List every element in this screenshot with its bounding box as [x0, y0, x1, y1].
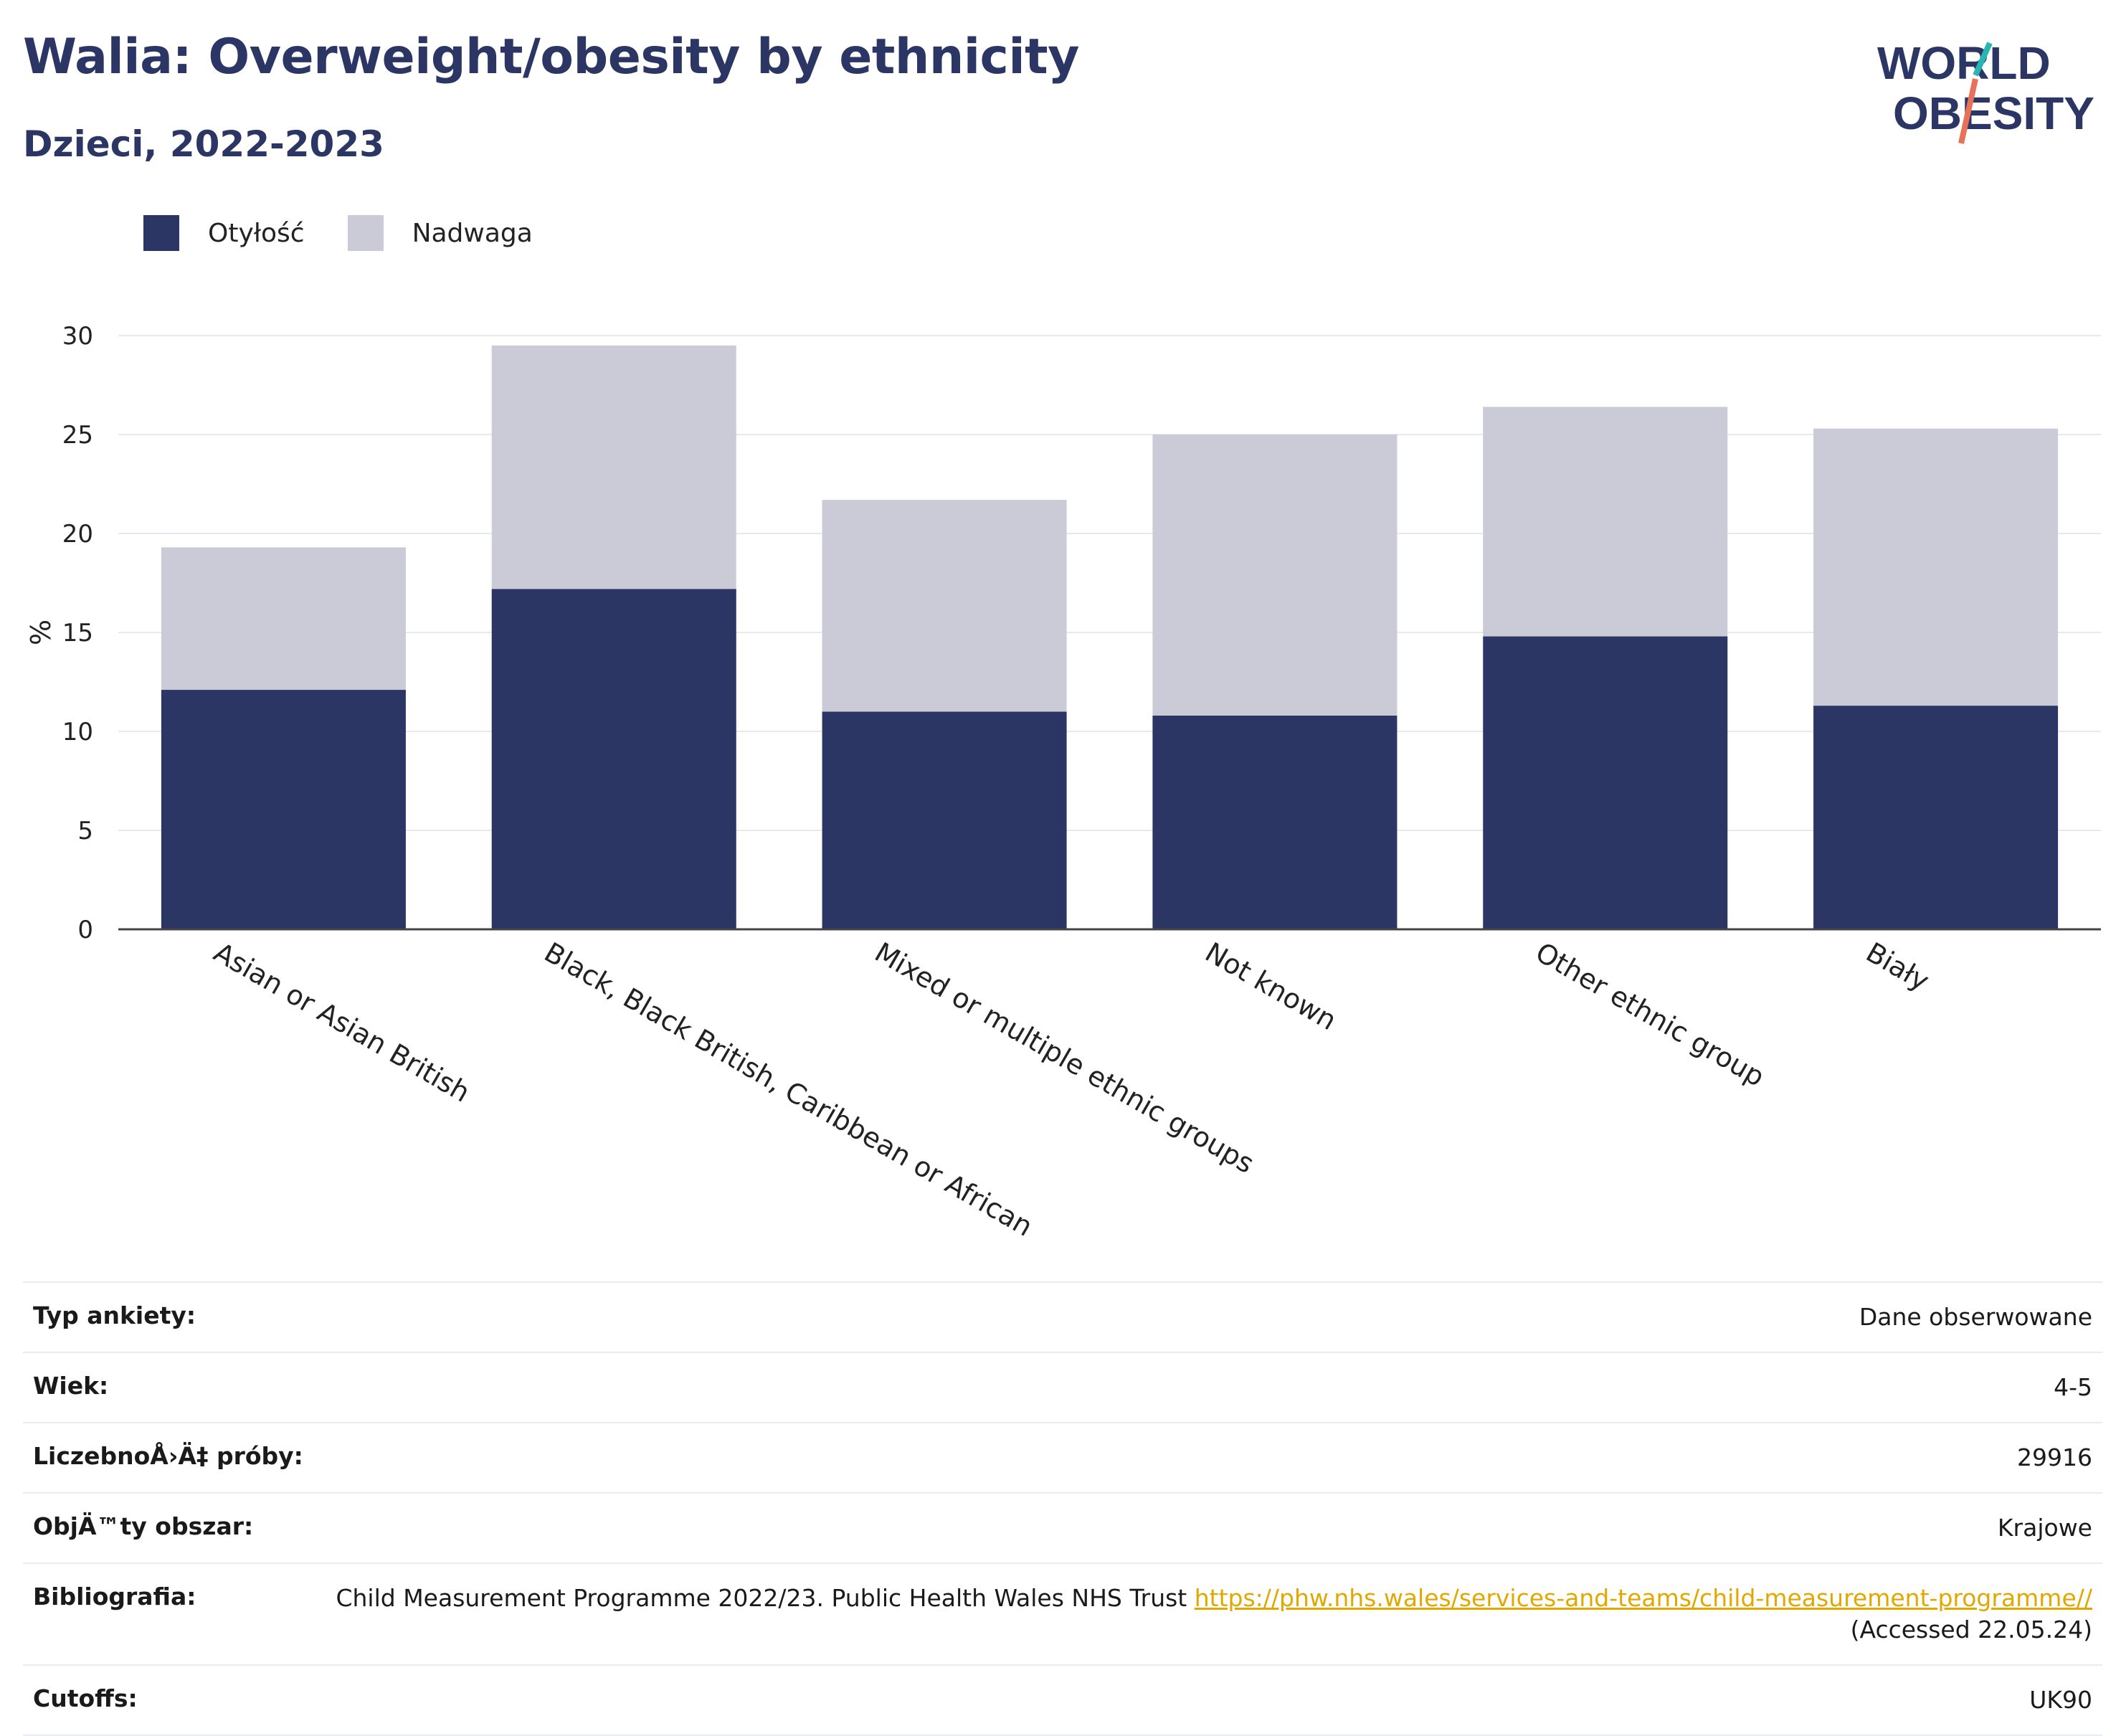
meta-row-bibliography: Bibliografia: Child Measurement Programm…: [23, 1562, 2102, 1666]
logo-line1: WORLD: [1877, 37, 2051, 89]
legend-label-obesity: Otyłość: [208, 218, 305, 248]
logo-slash-coral: [1958, 78, 1978, 144]
y-tick-label: 5: [77, 817, 93, 845]
bar-overweight: [1813, 428, 2059, 706]
meta-key: Bibliografia:: [23, 1562, 313, 1666]
meta-row: Typ ankiety: Dane obserwowane: [23, 1281, 2102, 1353]
meta-row: LiczebnoÅ›Ä‡ próby: 29916: [23, 1422, 2102, 1494]
bar-overweight: [1152, 435, 1398, 716]
y-tick-label: 30: [62, 322, 93, 351]
meta-key: Cutoffs:: [23, 1664, 313, 1736]
meta-value: UK90: [313, 1664, 2102, 1736]
bar-obesity: [1152, 715, 1398, 929]
bar-overweight: [161, 547, 406, 691]
bibliography-link[interactable]: https://phw.nhs.wales/services-and-teams…: [1194, 1584, 2092, 1612]
bibliography-suffix: (Accessed 22.05.24): [1850, 1616, 2092, 1643]
meta-key: Wiek:: [23, 1352, 313, 1423]
bar-obesity: [1813, 706, 2059, 929]
bar-overweight: [491, 345, 736, 589]
x-tick-label: Biały: [1861, 936, 1935, 997]
world-obesity-logo: WORLD OBESITY: [1877, 37, 2094, 144]
meta-value-bibliography: Child Measurement Programme 2022/23. Pub…: [313, 1562, 2102, 1666]
y-tick-label: 15: [62, 619, 93, 648]
bibliography-text: Child Measurement Programme 2022/23. Pub…: [336, 1584, 1195, 1612]
meta-value: Krajowe: [313, 1492, 2102, 1564]
meta-row: ObjÄ™ty obszar: Krajowe: [23, 1492, 2102, 1564]
legend-label-overweight: Nadwaga: [412, 218, 533, 248]
legend: Otyłość Nadwaga: [143, 215, 576, 251]
bar-obesity: [491, 589, 736, 929]
y-tick-label: 10: [62, 718, 93, 746]
legend-swatch-overweight: [347, 215, 384, 251]
y-tick-label: 25: [62, 421, 93, 450]
meta-value: 4-5: [313, 1352, 2102, 1423]
legend-swatch-obesity: [143, 215, 179, 251]
metadata-table: Typ ankiety: Dane obserwowane Wiek: 4-5 …: [23, 1281, 2102, 1736]
meta-row: Wiek: 4-5: [23, 1352, 2102, 1423]
x-tick-label: Mixed or multiple ethnic groups: [870, 936, 1260, 1180]
x-tick-label: Asian or Asian British: [209, 936, 475, 1109]
x-tick-label: Not known: [1200, 936, 1342, 1037]
bar-obesity: [1483, 636, 1728, 929]
meta-value: Dane obserwowane: [313, 1281, 2102, 1353]
chart-title: Walia: Overweight/obesity by ethnicity: [23, 29, 1079, 85]
meta-row: Cutoffs: UK90: [23, 1664, 2102, 1736]
bar-overweight: [1483, 407, 1728, 637]
meta-key: LiczebnoÅ›Ä‡ próby:: [23, 1422, 313, 1494]
logo-line2: OBESITY: [1893, 87, 2094, 139]
bar-obesity: [161, 690, 406, 929]
meta-key: ObjÄ™ty obszar:: [23, 1492, 313, 1564]
meta-key: Typ ankiety:: [23, 1281, 313, 1353]
bar-obesity: [822, 711, 1067, 929]
y-tick-label: 20: [62, 520, 93, 549]
y-axis-label: %: [25, 620, 57, 645]
y-tick-label: 0: [77, 916, 93, 944]
meta-value: 29916: [313, 1422, 2102, 1494]
bar-overweight: [822, 500, 1067, 712]
chart-subtitle: Dzieci, 2022-2023: [23, 123, 384, 165]
logo-slash-teal: [1973, 42, 1993, 77]
x-tick-label: Other ethnic group: [1530, 936, 1770, 1093]
